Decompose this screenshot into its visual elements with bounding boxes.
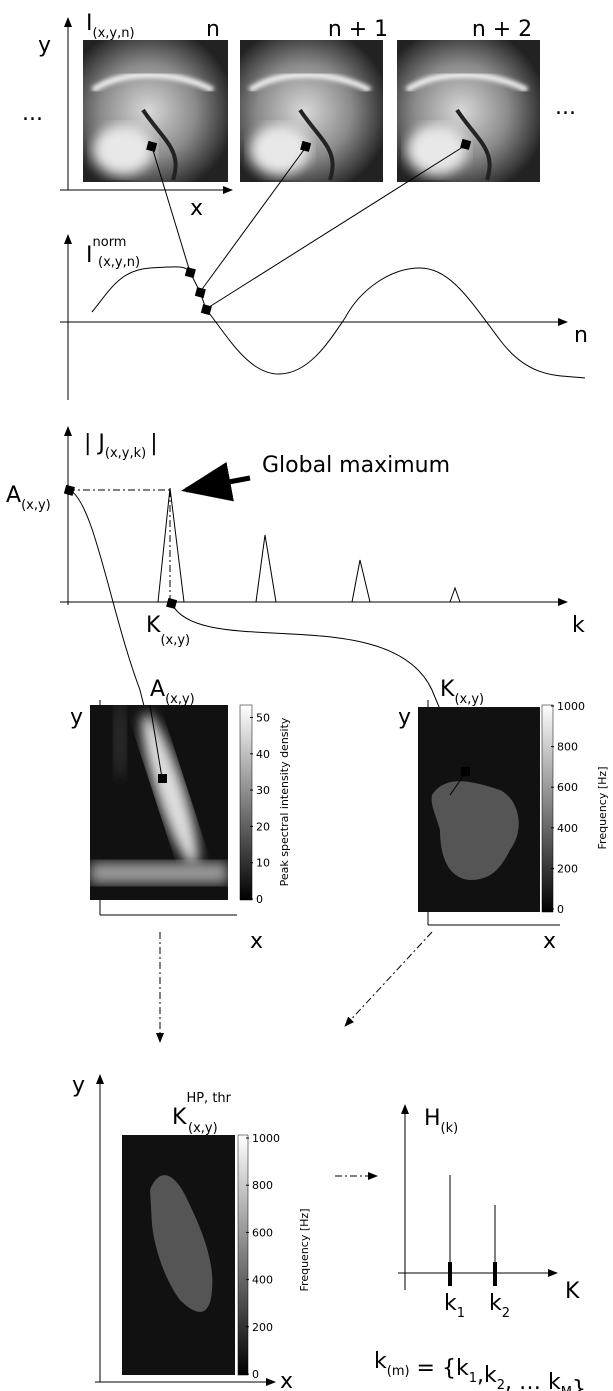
peak-label: k1 — [444, 1291, 465, 1321]
label-sub: (x,y,n) — [98, 255, 140, 270]
colorbar-tick-label: 20 — [256, 820, 270, 833]
frame — [83, 40, 228, 182]
histogram: H(k) K k1 k2 k(m) = {k1,k2, … kM} — [374, 1104, 586, 1391]
frames-panel: y x I(x,y,n) n n + 1 n + 2 ... ... — [22, 11, 576, 221]
frame-label: n — [206, 17, 220, 42]
label-sub: 1 — [457, 1306, 465, 1321]
axis-label: | J(x,y,k) | — [84, 431, 158, 461]
ellipsis: ... — [555, 95, 576, 120]
frame — [240, 40, 383, 182]
label-base: | J — [84, 431, 105, 456]
spectral-peaks — [157, 487, 461, 603]
spectrum-panel: | J(x,y,k) | Global maximum A(x,y) K(x,y)… — [6, 426, 585, 779]
axis-label: x — [250, 929, 263, 954]
colorbar-tick-label: 1000 — [557, 700, 585, 713]
axis-label: y — [398, 705, 411, 730]
ellipsis: ... — [22, 101, 43, 126]
axis-label: Inorm (x,y,n) — [86, 235, 140, 270]
axis-label: x — [543, 929, 556, 954]
label-sub: (x,y) — [160, 633, 190, 648]
label-base: H — [424, 1106, 441, 1131]
colorbar-tick-label: 10 — [256, 857, 270, 870]
axis-label: K — [565, 1279, 580, 1304]
axis-label: n — [574, 323, 588, 348]
amplitude-map: y x A(x,y) 0 10 20 30 40 50 Peak spectral int… — [70, 677, 291, 954]
frequency-map: y x K(x,y) 0 200 400 600 800 1000 Frequency [… — [398, 677, 609, 954]
colorbar-tick-label: 400 — [557, 822, 578, 835]
label-base: K — [146, 613, 161, 638]
frame-images — [83, 40, 540, 182]
colorbar-label: Frequency [Hz] — [596, 767, 609, 850]
formula-sub: 2 — [497, 1378, 505, 1391]
axis-label: x — [280, 1369, 293, 1391]
axis-label: x — [190, 196, 203, 221]
peak-frequency-label: K(x,y) — [146, 613, 190, 648]
annotation: Global maximum — [262, 453, 450, 478]
frame — [397, 40, 540, 182]
formula-sub: M — [561, 1385, 572, 1391]
signal-panel: Inorm (x,y,n) n — [60, 234, 588, 400]
colorbar-tick-label: 600 — [557, 781, 578, 794]
formula-text: ,k — [477, 1363, 497, 1388]
label-sub: 2 — [502, 1306, 510, 1321]
axis-label: y — [72, 1073, 85, 1098]
label-base: k — [444, 1291, 457, 1316]
label-base: A — [150, 677, 165, 702]
axis-label: k — [572, 613, 585, 638]
label-base: A — [6, 483, 21, 508]
label-sub: (x,y) — [454, 692, 484, 707]
colorbar-tick-label: 0 — [256, 893, 263, 906]
colorbar-tick-label: 600 — [252, 1226, 273, 1239]
colorbar-label: Frequency [Hz] — [298, 1209, 311, 1292]
label-base: K — [172, 1105, 187, 1130]
colorbar-tick-label: 0 — [557, 903, 564, 916]
colorbar-tick-label: 1000 — [252, 1132, 280, 1145]
axis-label: y — [70, 705, 83, 730]
connectors — [146, 138, 472, 310]
frame-label: n + 2 — [472, 17, 532, 42]
label-sub: (x,y) — [21, 498, 51, 513]
colorbar-tick-label: 200 — [557, 862, 578, 875]
colorbar-tick-label: 0 — [252, 1368, 259, 1381]
formula-text: } — [572, 1377, 586, 1391]
axis-label: y — [38, 33, 51, 58]
formula-text: = {k — [410, 1356, 469, 1381]
axis-label: H(k) — [424, 1106, 458, 1136]
label-sub: (x,y,k) — [105, 446, 146, 461]
label-sub: (k) — [441, 1121, 459, 1136]
colorbar-tick-label: 800 — [557, 741, 578, 754]
label-sub: (x,y) — [188, 1121, 218, 1136]
map-title: KHP, thr (x,y) — [172, 1091, 232, 1136]
colorbar-tick-label: 800 — [252, 1179, 273, 1192]
label-base: I — [86, 11, 93, 36]
colorbar-tick-label: 40 — [256, 748, 270, 761]
formula-text: , … k — [505, 1370, 561, 1391]
label-tail: | — [150, 431, 157, 456]
signal-curve — [91, 266, 586, 379]
peak-label: k2 — [489, 1291, 510, 1321]
label-base: k — [489, 1291, 502, 1316]
label-sup: HP, thr — [186, 1091, 231, 1106]
label-base: I — [86, 243, 93, 268]
colorbar-label: Peak spectral intensity density — [278, 717, 291, 886]
formula-text: k — [374, 1349, 387, 1374]
map-title: A(x,y) — [150, 677, 195, 707]
colorbar-tick-label: 200 — [252, 1321, 273, 1334]
colorbar-tick-label: 30 — [256, 784, 270, 797]
colorbar-tick-label: 50 — [256, 712, 270, 725]
formula-sub: (m) — [387, 1364, 410, 1379]
frame-label: n + 1 — [328, 17, 388, 42]
map-title: K(x,y) — [440, 677, 484, 707]
peak-amplitude-label: A(x,y) — [6, 483, 51, 513]
colorbar-tick-label: 400 — [252, 1274, 273, 1287]
image-label: I(x,y,n) — [86, 11, 135, 41]
label-sub: (x,y,n) — [93, 26, 135, 41]
formula: k(m) = {k1,k2, … kM} — [374, 1349, 586, 1391]
label-sup: norm — [93, 235, 127, 250]
thresholded-map: y x KHP, thr (x,y) 0 200 400 600 800 1000 Freq… — [72, 1073, 311, 1391]
label-sub: (x,y) — [165, 692, 195, 707]
label-base: K — [440, 677, 455, 702]
formula-sub: 1 — [469, 1371, 477, 1386]
